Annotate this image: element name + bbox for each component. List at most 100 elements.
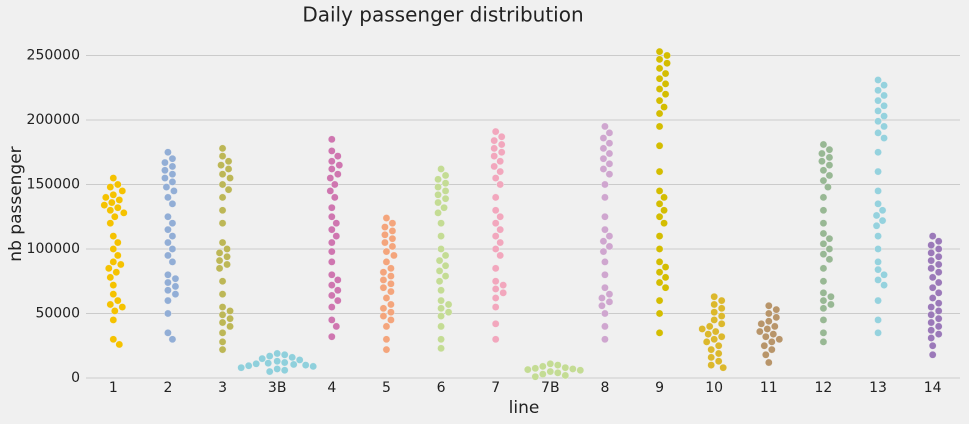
swarm-point — [661, 283, 670, 292]
swarm-point — [927, 256, 935, 265]
swarm-point — [328, 225, 336, 234]
swarm-point — [273, 365, 281, 373]
swarm-point — [827, 292, 835, 301]
swarm-point — [109, 290, 118, 298]
swarm-point — [561, 363, 570, 372]
swarm-point — [765, 301, 773, 310]
swarm-point — [874, 232, 882, 240]
swarm-point — [218, 152, 227, 160]
swarm-point — [164, 278, 172, 287]
swarm-point — [756, 327, 764, 336]
swarm-point — [387, 287, 395, 296]
swarm-point — [655, 329, 664, 337]
swarm-point — [434, 175, 442, 184]
swarm-point — [601, 258, 609, 266]
swarm-point — [605, 290, 614, 298]
swarm-point — [934, 260, 943, 269]
swarm-point — [218, 219, 227, 227]
swarm-point — [328, 238, 336, 247]
swarm-point — [326, 174, 335, 182]
swarm-point — [710, 308, 718, 317]
swarm-point — [878, 206, 887, 215]
swarm-point — [226, 314, 234, 323]
swarm-point — [226, 307, 234, 315]
swarm-point — [880, 91, 888, 100]
swarm-point — [704, 330, 712, 338]
swarm-point — [106, 183, 115, 191]
swarm-point — [491, 219, 500, 227]
y-tick-label: 100000 — [27, 241, 80, 257]
swarm-point — [331, 193, 339, 202]
swarm-point — [168, 178, 177, 186]
swarm-point — [874, 329, 882, 337]
swarm-point — [554, 369, 562, 377]
swarm-point — [382, 294, 391, 302]
swarm-point — [934, 237, 943, 246]
swarm-point — [827, 300, 835, 309]
swarm-point — [491, 294, 500, 302]
swarm-point — [874, 96, 882, 105]
swarm-point — [161, 158, 169, 167]
swarm-point — [763, 325, 772, 333]
swarm-point — [874, 76, 882, 84]
swarm-point — [379, 283, 388, 292]
swarm-point — [441, 251, 450, 260]
swarm-point — [326, 187, 335, 195]
swarm-point — [434, 209, 442, 217]
swarm-point — [387, 280, 395, 288]
swarm-point — [927, 264, 935, 273]
swarm-point — [382, 335, 391, 344]
swarm-point — [717, 320, 726, 328]
swarm-point — [226, 174, 234, 182]
swarm-point — [490, 144, 498, 153]
swarm-point — [437, 296, 445, 305]
swarm-point — [605, 160, 614, 168]
swarm-point — [819, 304, 828, 313]
swarm-point — [601, 225, 609, 234]
swarm-point — [934, 268, 943, 277]
swarm-point — [655, 296, 664, 305]
swarm-point — [496, 225, 504, 234]
swarm-point — [707, 353, 715, 362]
swarm-point — [168, 258, 177, 266]
swarm-point — [825, 145, 834, 154]
swarm-point — [491, 303, 500, 311]
swarm-point — [328, 147, 336, 155]
swarm-point — [328, 258, 336, 266]
swarm-point — [328, 247, 336, 256]
swarm-point — [106, 300, 115, 309]
swarm-point — [825, 153, 834, 162]
swarm-point — [171, 274, 180, 283]
swarm-point — [382, 258, 391, 266]
swarm-point — [934, 330, 943, 338]
swarm-point — [601, 180, 609, 189]
swarm-point — [655, 55, 664, 64]
swarm-point — [496, 251, 504, 260]
swarm-point — [491, 264, 500, 273]
swarm-point — [818, 157, 826, 166]
swarm-point — [114, 296, 122, 305]
swarm-point — [387, 300, 395, 309]
swarm-point — [491, 232, 500, 240]
swarm-point — [927, 310, 935, 319]
swarm-point — [760, 341, 769, 350]
swarm-point — [168, 200, 177, 208]
swarm-point — [599, 165, 608, 173]
swarm-point — [215, 264, 224, 273]
swarm-point — [280, 358, 289, 367]
swarm-point — [328, 212, 336, 221]
swarm-point — [655, 96, 664, 105]
swarm-point — [655, 85, 664, 93]
swarm-point — [109, 174, 118, 182]
x-tick-label: 7 — [491, 380, 500, 396]
x-tick-label: 1 — [109, 380, 118, 396]
swarm-point — [819, 264, 828, 273]
swarm-point — [111, 212, 119, 221]
swarm-point — [874, 107, 882, 115]
swarm-point — [223, 245, 231, 253]
swarm-point — [109, 232, 118, 240]
swarm-point — [601, 212, 609, 221]
swarm-point — [927, 334, 935, 342]
swarm-point — [496, 180, 504, 189]
